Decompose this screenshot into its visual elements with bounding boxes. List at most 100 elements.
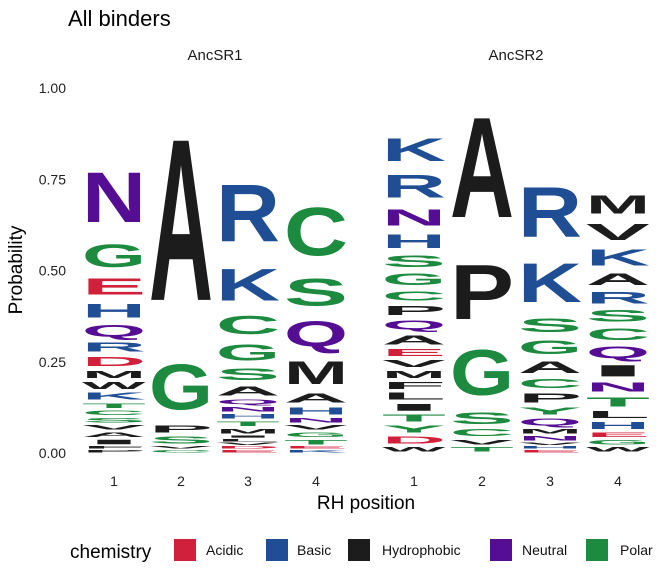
logo-letter: Q bbox=[216, 398, 280, 405]
logo-letter: V bbox=[284, 424, 348, 431]
logo-letter: N bbox=[518, 435, 582, 442]
x-tick-label: 2 bbox=[478, 473, 486, 489]
logo-letter: R bbox=[382, 169, 446, 205]
y-tick-label: 0.50 bbox=[39, 263, 66, 279]
legend-key-hydrophobic bbox=[348, 539, 370, 561]
logo-letter: Q bbox=[586, 343, 650, 361]
logo-letter: T bbox=[82, 402, 146, 409]
logo-letter: G bbox=[82, 238, 146, 274]
logo-letter: I bbox=[82, 438, 146, 445]
legend-label-neutral: Neutral bbox=[522, 542, 567, 558]
legend-key-basic bbox=[266, 539, 288, 561]
logo-letter: P bbox=[518, 391, 582, 406]
logo-letter: S bbox=[82, 417, 146, 424]
logo-letter: C bbox=[518, 377, 582, 391]
logo-letter: G bbox=[518, 336, 582, 358]
logo-letter: W bbox=[382, 446, 447, 453]
y-axis-title: Probability bbox=[6, 225, 27, 314]
logo-letter: V bbox=[82, 424, 146, 431]
logo-letter: E bbox=[382, 347, 446, 358]
logo-letter: N bbox=[284, 417, 348, 424]
facet-label: AncSR2 bbox=[488, 47, 543, 64]
logo-letter: A bbox=[284, 391, 348, 405]
logo-letter: P bbox=[82, 449, 146, 453]
x-tick-label: 1 bbox=[110, 473, 118, 489]
logo-letter: A bbox=[149, 91, 213, 350]
logo-letter: G bbox=[586, 438, 650, 445]
logo-letter: L bbox=[216, 438, 280, 442]
logo-letter: F bbox=[382, 380, 446, 391]
logo-letter: H bbox=[82, 300, 146, 322]
logo-letter: H bbox=[284, 406, 348, 417]
logo-letter: M bbox=[586, 190, 650, 219]
legend-label-hydrophobic: Hydrophobic bbox=[382, 542, 461, 558]
logo-letter: S bbox=[149, 435, 213, 446]
legend-label-polar: Polar bbox=[620, 542, 653, 558]
panel-ancsr2: AncSR2WDYTILFMVEAQPCGSHNRKTVCSGPAEHVNMQY… bbox=[382, 47, 651, 453]
logo-letter: V bbox=[382, 358, 446, 369]
logo-letter: S bbox=[382, 252, 446, 270]
logo-letter: G bbox=[284, 431, 348, 438]
logo-letter: E bbox=[216, 449, 280, 453]
logo-letter: S bbox=[284, 270, 348, 314]
logo-letter: G bbox=[450, 336, 514, 409]
x-tick-label: 3 bbox=[244, 473, 252, 489]
logo-letter: E bbox=[586, 431, 650, 438]
logo-letter: A bbox=[518, 358, 582, 376]
logo-letter: K bbox=[518, 252, 582, 314]
legend-key-polar bbox=[586, 539, 608, 561]
logo-letter: E bbox=[518, 449, 582, 453]
y-axis: 0.00 0.25 0.50 0.75 1.00 bbox=[39, 80, 66, 461]
logo-letter: Y bbox=[518, 406, 582, 417]
logo-letter: C bbox=[82, 409, 146, 416]
logo-letter: S bbox=[450, 409, 514, 427]
y-tick-label: 1.00 bbox=[39, 80, 66, 96]
y-tick-label: 0.25 bbox=[39, 354, 66, 370]
logo-letter: M bbox=[382, 369, 446, 380]
y-tick-label: 0.00 bbox=[39, 445, 66, 461]
logo-letter: Q bbox=[382, 318, 446, 332]
logo-letter: R bbox=[82, 340, 146, 354]
logo-letter: K bbox=[586, 245, 650, 271]
logo-letter: H bbox=[518, 446, 582, 450]
logo-letter: T bbox=[382, 413, 446, 424]
logo-letter: Q bbox=[284, 315, 348, 355]
x-tick-label: 3 bbox=[546, 473, 554, 489]
legend-key-acidic bbox=[174, 539, 196, 561]
legend-items: Acidic Basic Hydrophobic Neutral Polar bbox=[174, 539, 653, 561]
logo-letter: T bbox=[586, 394, 650, 409]
x-axis: 1 2 3 4 1 2 3 4 bbox=[110, 473, 622, 489]
logo-letter: H bbox=[586, 420, 650, 431]
logo-letter: G bbox=[149, 351, 213, 424]
logo-letter: M bbox=[284, 355, 348, 391]
logo-letter: P bbox=[382, 303, 446, 318]
logo-letter: D bbox=[216, 446, 280, 450]
logo-letter: R bbox=[586, 289, 650, 307]
logo-letter: K bbox=[82, 391, 146, 402]
logo-letter: V bbox=[518, 442, 582, 446]
logo-letter: V bbox=[586, 219, 650, 245]
logo-letter: M bbox=[216, 427, 280, 434]
logo-letter: P bbox=[149, 424, 213, 435]
legend-title: chemistry bbox=[70, 542, 152, 563]
logo-letter: K bbox=[284, 449, 348, 453]
logo-letter: D bbox=[382, 435, 446, 446]
logo-letter: K bbox=[216, 259, 280, 310]
legend: chemistry Acidic Basic Hydrophobic Neutral P… bbox=[70, 539, 653, 563]
logo-letter: S bbox=[518, 314, 582, 336]
logo-letter: N bbox=[382, 205, 446, 231]
logo-letter: I bbox=[216, 435, 280, 439]
logo-letter: N bbox=[216, 406, 280, 413]
logo-letter: G bbox=[382, 270, 446, 288]
logo-letter: A bbox=[586, 270, 650, 288]
logo-letter: V bbox=[149, 446, 213, 450]
logo-letter: C bbox=[284, 193, 348, 270]
logo-letter: R bbox=[518, 172, 582, 252]
logo-letter: P bbox=[450, 248, 514, 336]
